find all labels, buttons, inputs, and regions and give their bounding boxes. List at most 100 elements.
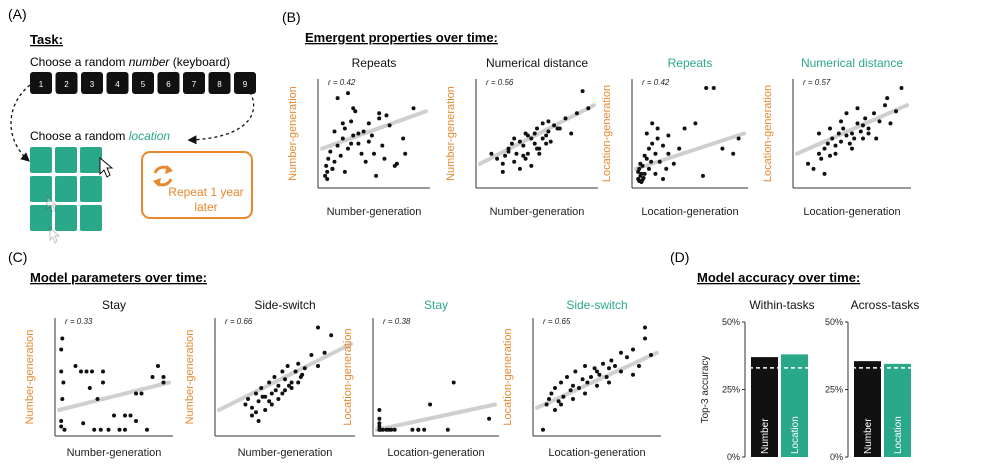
data-point [285,364,290,368]
data-point [514,151,519,156]
data-point [653,171,658,176]
data-point [625,355,629,360]
data-point [597,372,602,377]
y-axis-label: Top-3 accuracy [700,356,711,424]
data-point [885,96,890,101]
data-point [574,111,579,116]
data-point [372,151,376,156]
data-point [817,151,821,156]
panel-label-d: (D) [670,249,689,265]
data-point [521,143,526,148]
data-point [338,153,343,158]
data-point [353,109,358,114]
data-point [828,153,832,158]
repeat-text-line1: Repeat 1 year [168,185,243,199]
number-keyboard: 1 2 3 4 5 6 7 8 9 [30,72,256,94]
data-point [283,377,287,382]
data-point [112,413,116,418]
data-point [855,106,860,111]
data-point [852,136,857,141]
data-point [541,427,545,432]
location-tile [30,205,52,231]
heading-accuracy: Model accuracy over time: [697,270,860,285]
chart-d2: Across-tasks 0% 25% 50% Number Location [825,298,919,462]
data-point [553,386,557,390]
bar-label: Number [760,418,771,454]
data-point [59,419,64,423]
y-axis-label: Location-generation [502,328,514,425]
data-point [90,369,94,374]
data-point [156,364,160,368]
data-point [883,103,887,108]
data-point [553,408,557,412]
data-point [899,86,904,91]
key-label: 2 [64,80,69,89]
data-point [503,153,508,158]
data-point [571,383,575,388]
chart-b2: Numerical distance Number-generation Numbe… [445,56,598,218]
bar-label: Location [790,416,801,454]
data-point [60,336,65,341]
chart-title: Within-tasks [749,298,814,312]
correlation-label: r = 0.42 [642,78,670,87]
data-point [356,141,361,146]
data-point [161,380,166,385]
data-point [276,397,281,401]
data-point [607,366,611,371]
location-instruction: Choose a random location [30,129,170,143]
data-point [250,413,254,418]
data-point [637,166,642,171]
panel-label-c: (C) [8,249,27,265]
data-point [537,151,542,156]
data-point [828,126,832,131]
data-point [655,136,660,141]
data-point [139,391,144,396]
chart-d1: Within-tasks 0% 25% 50% Top-3 accuracy Number… [700,298,815,462]
data-point [302,366,307,371]
data-point [451,380,456,385]
data-point [340,121,345,126]
x-axis-label: Number-generation [490,206,585,218]
data-point [161,375,166,379]
data-point [682,126,687,131]
data-point [335,143,340,148]
data-point [850,131,854,136]
key-2 [55,72,78,94]
data-point [850,146,854,151]
data-point [487,416,492,421]
correlation-label: r = 0.57 [803,78,831,87]
faded-cursor-icon [46,194,61,244]
data-point [637,364,641,368]
data-point [822,171,827,176]
data-point [736,136,741,141]
data-point [489,151,494,156]
data-point [346,91,350,96]
data-point [392,427,397,432]
data-point [246,397,251,401]
chart-title: Across-tasks [851,298,920,312]
data-point [260,394,265,399]
data-point [523,156,528,161]
data-point [592,366,597,371]
data-point [863,116,868,121]
data-point [555,126,560,131]
data-point [704,86,709,91]
correlation-label: r = 0.38 [383,317,411,326]
key-9 [234,72,256,94]
data-point [806,161,810,166]
data-point [643,325,647,330]
data-point [643,336,647,341]
panel-label-b: (B) [282,9,301,25]
data-point [361,129,366,134]
data-point [263,408,268,412]
data-point [495,156,500,161]
data-point [286,383,291,388]
data-point [833,143,838,148]
chart-title: Repeats [352,56,397,70]
data-point [134,419,138,423]
data-point [888,121,893,126]
data-point [700,173,705,178]
data-point [639,171,644,176]
data-point [377,116,382,121]
